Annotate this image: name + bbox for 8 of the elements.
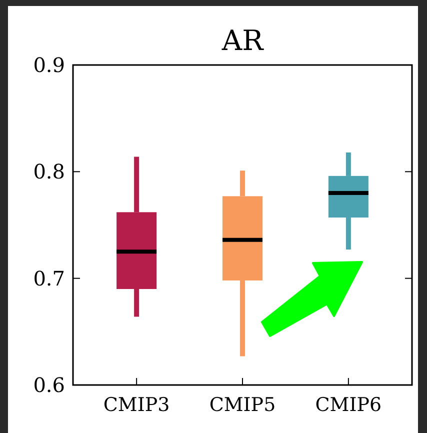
y-tick-label: 0.9: [33, 53, 65, 77]
y-tick-label: 0.6: [33, 373, 65, 397]
x-tick-label: CMIP6: [315, 394, 382, 416]
x-tick-label: CMIP5: [209, 394, 276, 416]
x-tick-label: CMIP3: [103, 394, 170, 416]
y-tick-label: 0.7: [33, 266, 65, 290]
y-tick-label: 0.8: [33, 160, 65, 184]
chart-title: AR: [220, 24, 264, 57]
